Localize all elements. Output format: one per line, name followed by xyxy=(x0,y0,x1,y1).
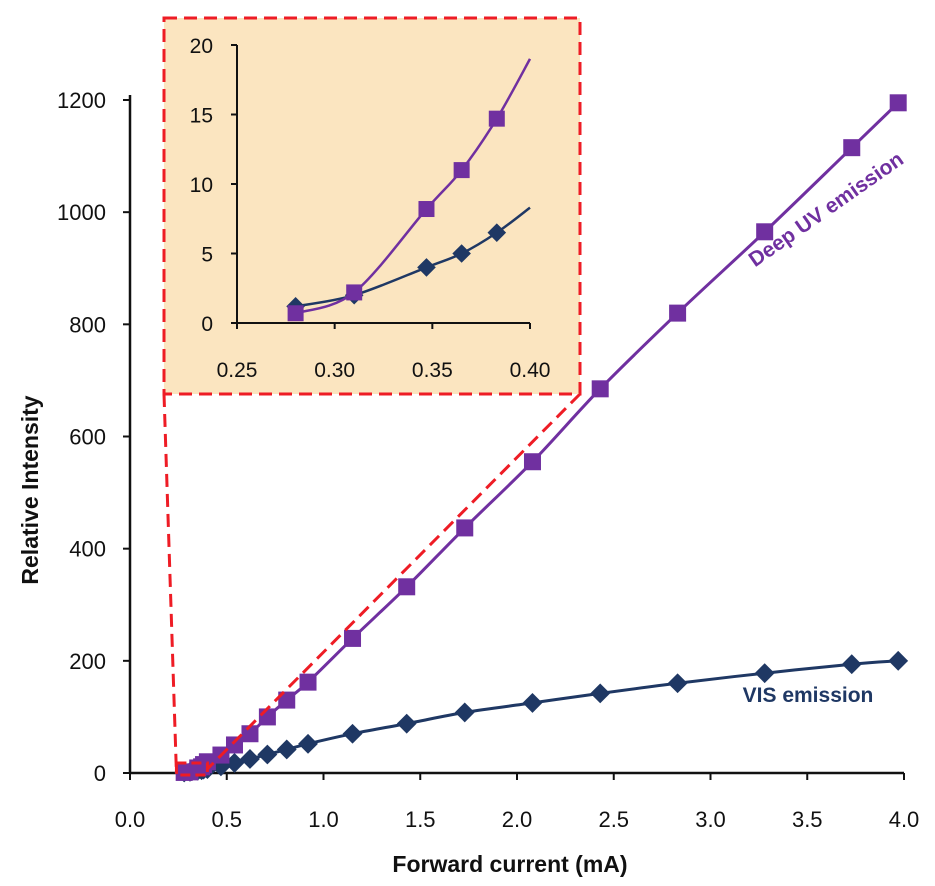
inset-y-tick-label: 5 xyxy=(201,244,213,267)
inset-frame xyxy=(162,16,582,396)
main-plot: 0.0 0.5 1.0 1.5 2.0 2.5 3.0 3.5 4.0 0 200 400 600 800… xyxy=(57,88,919,832)
y-tick-label: 800 xyxy=(69,312,106,337)
data-point-deep-uv xyxy=(756,223,774,241)
data-point-deep-uv xyxy=(398,578,416,596)
inset-y-tick-label: 0 xyxy=(201,313,213,336)
inset-y-tick-label: 20 xyxy=(190,35,213,58)
inset-y-tick-label: 15 xyxy=(190,105,213,128)
data-point-deep-uv xyxy=(258,708,276,726)
data-point-deep-uv xyxy=(241,725,259,743)
inset-x-tick-label: 0.40 xyxy=(510,359,551,382)
data-point-deep-uv xyxy=(344,629,362,647)
data-point-vis xyxy=(841,654,862,675)
data-point-vis xyxy=(454,702,475,723)
data-point-vis xyxy=(754,663,775,684)
y-tick-label: 1200 xyxy=(57,88,106,113)
data-point-deep-uv xyxy=(669,304,687,322)
series-line-vis xyxy=(184,659,899,774)
data-point-vis xyxy=(396,713,417,734)
inset-data-point-deep-uv xyxy=(488,110,505,127)
y-axis-title: Relative Intensity xyxy=(17,395,43,584)
series-label-deep-uv: Deep UV emission xyxy=(745,148,908,272)
series-label-vis: VIS emission xyxy=(743,684,874,707)
inset-y-tick-label: 10 xyxy=(190,174,213,197)
inset-x-tick-label: 0.35 xyxy=(412,359,453,382)
data-point-vis xyxy=(888,650,909,671)
inset-data-point-vis xyxy=(452,244,471,263)
data-point-deep-uv xyxy=(456,519,474,537)
data-point-vis xyxy=(298,733,318,754)
data-point-deep-uv xyxy=(591,380,609,398)
x-tick-label: 4.0 xyxy=(889,807,920,832)
inset-data-point-deep-uv xyxy=(346,284,363,301)
y-tick-label: 600 xyxy=(69,425,106,450)
zoom-region-box xyxy=(174,761,209,777)
zoom-indicator xyxy=(162,392,582,777)
data-point-vis xyxy=(257,744,278,765)
x-tick-label: 0.5 xyxy=(211,807,242,832)
data-point-deep-uv xyxy=(843,139,861,157)
data-point-vis xyxy=(667,673,688,694)
data-point-deep-uv xyxy=(225,736,243,754)
y-tick-label: 1000 xyxy=(57,200,106,225)
data-point-vis xyxy=(224,752,245,773)
zoom-line-left xyxy=(162,393,178,774)
data-point-vis xyxy=(240,749,260,769)
data-point-vis xyxy=(590,683,611,704)
y-tick-label: 400 xyxy=(69,537,106,562)
inset-x-tick-label: 0.30 xyxy=(314,359,355,382)
x-tick-label: 3.5 xyxy=(792,807,823,832)
x-tick-label: 0.0 xyxy=(115,807,146,832)
zoom-line-right xyxy=(206,392,582,771)
inset-data-point-vis xyxy=(487,223,507,242)
data-point-vis xyxy=(522,692,543,713)
x-tick-label: 2.5 xyxy=(598,807,629,832)
inset-data-point-deep-uv xyxy=(453,162,470,179)
inset-plot: 0.25 0.30 0.35 0.40 0 5 10 15 20 xyxy=(162,16,582,396)
data-point-vis xyxy=(276,739,297,760)
x-tick-label: 1.0 xyxy=(308,807,339,832)
y-tick-label: 200 xyxy=(69,649,106,674)
data-point-deep-uv xyxy=(523,453,541,471)
x-tick-label: 1.5 xyxy=(405,807,436,832)
inset-data-point-vis xyxy=(417,258,436,277)
inset-x-tick-label: 0.25 xyxy=(217,359,258,382)
inset-data-point-deep-uv xyxy=(418,201,435,218)
data-point-vis xyxy=(342,723,363,744)
data-point-deep-uv xyxy=(889,94,907,112)
y-tick-label: 0 xyxy=(94,761,106,786)
x-tick-label: 2.0 xyxy=(502,807,533,832)
data-point-deep-uv xyxy=(299,673,317,691)
x-tick-label: 3.0 xyxy=(695,807,726,832)
inset-data-point-deep-uv xyxy=(287,305,304,322)
data-point-deep-uv xyxy=(278,691,296,709)
x-axis-title: Forward current (mA) xyxy=(392,851,627,877)
